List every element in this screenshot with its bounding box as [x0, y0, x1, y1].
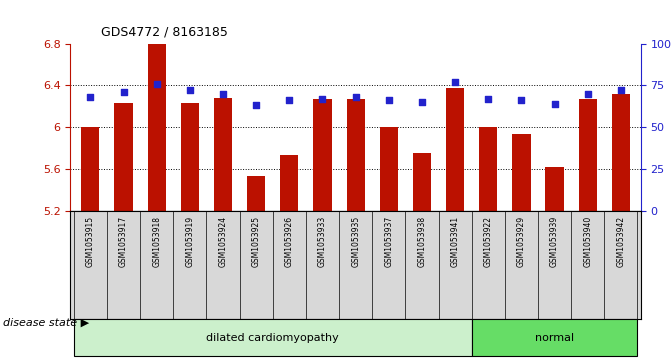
Bar — [346, 99, 365, 211]
Bar — [313, 99, 331, 211]
Bar — [74, 319, 472, 356]
Text: GSM1053925: GSM1053925 — [252, 216, 260, 267]
Point — [582, 91, 593, 97]
Point — [251, 102, 262, 108]
Text: GSM1053929: GSM1053929 — [517, 216, 526, 267]
Bar — [472, 319, 637, 356]
Text: GSM1053924: GSM1053924 — [219, 216, 227, 267]
Text: GSM1053933: GSM1053933 — [318, 216, 327, 267]
Point — [317, 96, 328, 102]
Bar — [578, 99, 597, 211]
Point — [217, 91, 228, 97]
Bar — [513, 134, 531, 211]
Bar — [214, 98, 232, 211]
Text: GSM1053918: GSM1053918 — [152, 216, 161, 267]
Point — [383, 97, 394, 103]
Point — [417, 99, 427, 105]
Bar — [148, 44, 166, 211]
Text: GSM1053938: GSM1053938 — [417, 216, 427, 267]
Text: GDS4772 / 8163185: GDS4772 / 8163185 — [101, 25, 227, 38]
Point — [350, 94, 361, 100]
Point — [450, 79, 460, 85]
Bar — [479, 127, 497, 211]
Bar — [114, 103, 133, 211]
Text: GSM1053940: GSM1053940 — [583, 216, 592, 267]
Bar — [413, 153, 431, 211]
Bar — [612, 94, 630, 211]
Text: dilated cardiomyopathy: dilated cardiomyopathy — [207, 333, 339, 343]
Bar — [546, 167, 564, 211]
Point — [615, 87, 626, 93]
Bar — [446, 89, 464, 211]
Point — [118, 89, 129, 95]
Text: GSM1053915: GSM1053915 — [86, 216, 95, 267]
Point — [185, 87, 195, 93]
Text: GSM1053919: GSM1053919 — [185, 216, 195, 267]
Point — [550, 101, 560, 107]
Text: GSM1053942: GSM1053942 — [617, 216, 625, 267]
Bar — [247, 176, 265, 211]
Text: normal: normal — [535, 333, 574, 343]
Point — [483, 96, 494, 102]
Text: GSM1053939: GSM1053939 — [550, 216, 559, 267]
Point — [516, 97, 527, 103]
Point — [151, 81, 162, 86]
Bar — [81, 127, 99, 211]
Text: disease state ▶: disease state ▶ — [3, 318, 89, 328]
Text: GSM1053922: GSM1053922 — [484, 216, 493, 267]
Text: GSM1053917: GSM1053917 — [119, 216, 128, 267]
Bar — [380, 127, 398, 211]
Text: GSM1053941: GSM1053941 — [451, 216, 460, 267]
Point — [85, 94, 96, 100]
Bar — [180, 103, 199, 211]
Text: GSM1053926: GSM1053926 — [285, 216, 294, 267]
Point — [284, 97, 295, 103]
Bar — [280, 155, 299, 211]
Text: GSM1053935: GSM1053935 — [351, 216, 360, 267]
Text: GSM1053937: GSM1053937 — [384, 216, 393, 267]
